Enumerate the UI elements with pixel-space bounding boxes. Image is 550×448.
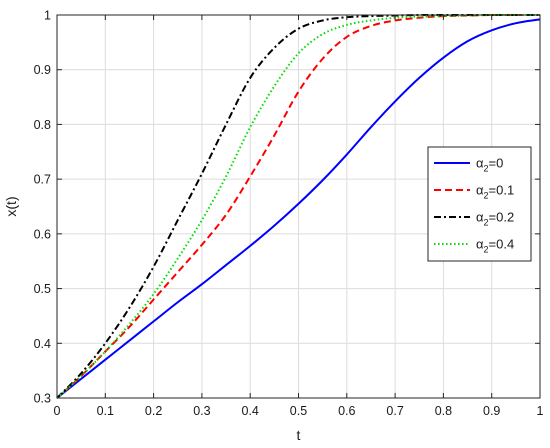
legend-subscript: 2 [484, 245, 489, 255]
y-tick-label: 0.6 [34, 227, 51, 241]
series-line-1 [56, 13, 540, 399]
x-tick-label: 0.6 [338, 404, 355, 418]
x-tick-label: 1 [537, 404, 544, 418]
x-tick-label: 0.8 [435, 404, 452, 418]
y-tick-label: 0.5 [34, 282, 51, 296]
legend-subscript: 2 [484, 191, 489, 201]
y-tick-label: 0.7 [34, 173, 51, 187]
x-axis-label: t [297, 427, 301, 443]
legend-symbol: α [476, 237, 484, 252]
legend-value: =0.2 [489, 210, 515, 225]
legend-subscript: 2 [484, 164, 489, 174]
legend-value: =0 [489, 156, 504, 171]
legend-subscript: 2 [484, 218, 489, 228]
legend-label-3: α2=0.4 [476, 237, 514, 255]
legend-symbol: α [476, 156, 484, 171]
x-tick-label: 0.4 [242, 404, 259, 418]
x-tick-label: 0 [54, 404, 61, 418]
y-axis-label: x(t) [3, 196, 19, 216]
series-line-0 [56, 18, 541, 399]
x-tick-labels: 0 0.1 0.2 0.3 0.4 0.5 0.6 0.7 0.8 0.9 1 [54, 404, 544, 418]
x-tick-label: 0.3 [193, 404, 210, 418]
legend-symbol: α [476, 183, 484, 198]
x-tick-label: 0.5 [290, 404, 307, 418]
legend-symbol: α [476, 210, 484, 225]
legend: α2=0α2=0.1α2=0.2α2=0.4 [427, 146, 532, 262]
y-tick-label: 0.3 [34, 392, 51, 406]
legend-label-0: α2=0 [476, 156, 503, 174]
x-tick-label: 0.1 [97, 404, 114, 418]
legend-value: =0.1 [489, 183, 515, 198]
legend-value: =0.4 [489, 237, 515, 252]
series-lines [56, 13, 541, 399]
y-tick-label: 0.9 [34, 63, 51, 77]
x-tick-label: 0.2 [145, 404, 162, 418]
y-tick-label: 0.4 [34, 337, 51, 351]
series-line-2 [56, 13, 540, 399]
legend-label-1: α2=0.1 [476, 183, 514, 201]
legend-label-2: α2=0.2 [476, 210, 514, 228]
legend-box [427, 146, 532, 262]
y-tick-label: 0.8 [34, 118, 51, 132]
y-tick-labels: 0.3 0.4 0.5 0.6 0.7 0.8 0.9 1 [34, 9, 51, 406]
x-tick-label: 0.9 [483, 404, 500, 418]
tick-marks [56, 14, 541, 399]
x-tick-label: 0.7 [386, 404, 403, 418]
y-tick-label: 1 [44, 9, 51, 23]
